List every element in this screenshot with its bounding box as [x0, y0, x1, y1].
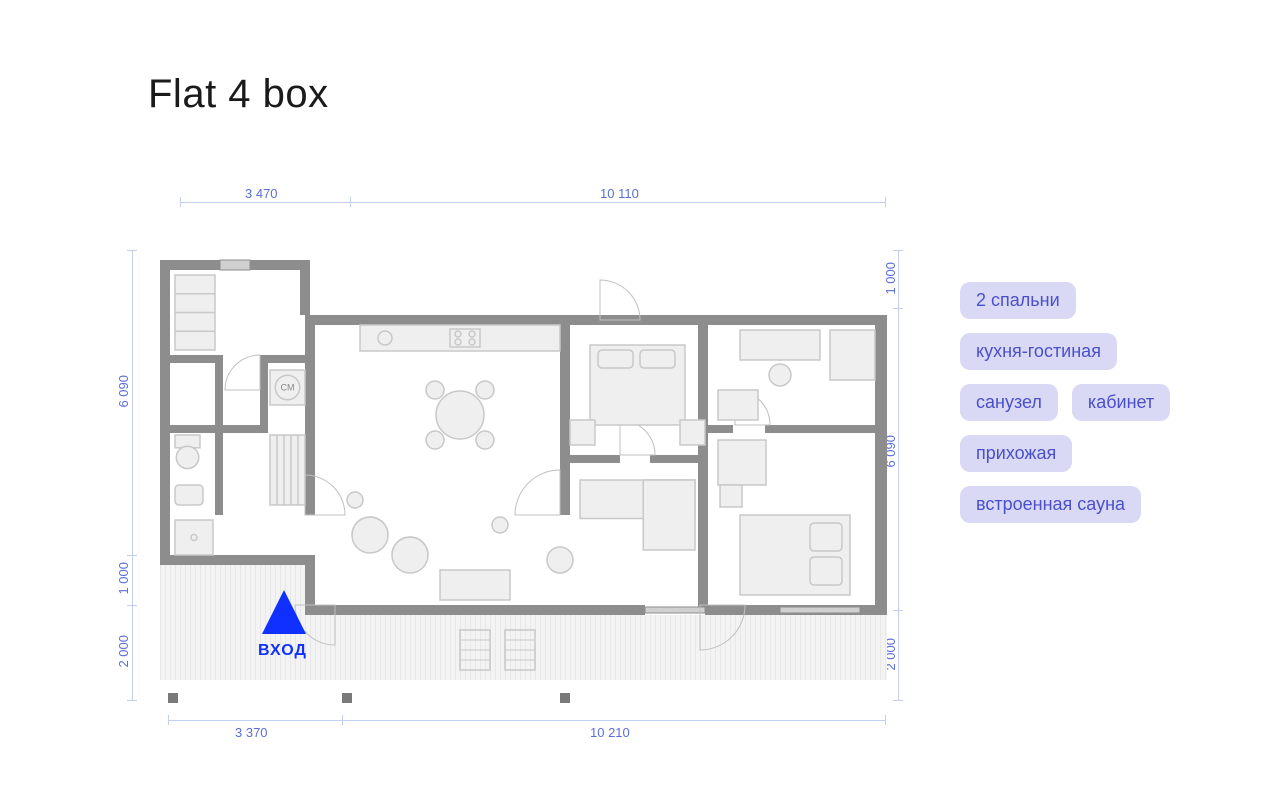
dim-line-left — [132, 250, 133, 700]
entrance-triangle-icon — [262, 590, 306, 634]
dim-left-terrace: 2 000 — [116, 635, 131, 668]
dim-left-main: 6 090 — [116, 375, 131, 408]
dim-line-right — [898, 250, 899, 700]
dim-tick — [180, 197, 181, 207]
dim-top-right: 10 110 — [600, 186, 639, 201]
room-tag: кухня-гостиная — [960, 333, 1117, 370]
dim-top-left: 3 470 — [245, 186, 278, 201]
dim-bottom-left: 3 370 — [235, 725, 268, 740]
dim-tick — [168, 715, 169, 725]
room-tag: встроенная сауна — [960, 486, 1141, 523]
room-tag: кабинет — [1072, 384, 1170, 421]
dim-tick — [127, 555, 137, 556]
dim-line-bottom — [168, 720, 885, 721]
room-tags: 2 спальни кухня-гостиная санузел кабинетпри… — [960, 282, 1170, 523]
dim-tick — [127, 605, 137, 606]
dim-line-top — [180, 202, 885, 203]
floor-marker — [560, 693, 570, 703]
room-tag: санузел — [960, 384, 1058, 421]
room-tag: 2 спальни — [960, 282, 1076, 319]
floor-marker — [342, 693, 352, 703]
dim-tick — [893, 700, 903, 701]
entrance-label: ВХОД — [258, 642, 307, 660]
dim-tick — [885, 715, 886, 725]
dim-tick — [893, 610, 903, 611]
dim-bottom-right: 10 210 — [590, 725, 630, 740]
dim-left-bottom: 1 000 — [116, 562, 131, 595]
dim-tick — [893, 250, 903, 251]
room-tag: прихожая — [960, 435, 1072, 472]
floorplan-container: 3 470 10 110 6 090 1 000 2 000 1 000 6 0… — [120, 190, 900, 750]
dim-tick — [893, 308, 903, 309]
svg-text:СМ: СМ — [281, 383, 295, 393]
dim-tick — [885, 197, 886, 207]
dim-tick — [342, 715, 343, 725]
floor-marker — [168, 693, 178, 703]
dim-tick — [127, 250, 137, 251]
page-title: Flat 4 box — [148, 72, 329, 117]
dim-tick — [127, 700, 137, 701]
dim-tick — [350, 197, 351, 207]
